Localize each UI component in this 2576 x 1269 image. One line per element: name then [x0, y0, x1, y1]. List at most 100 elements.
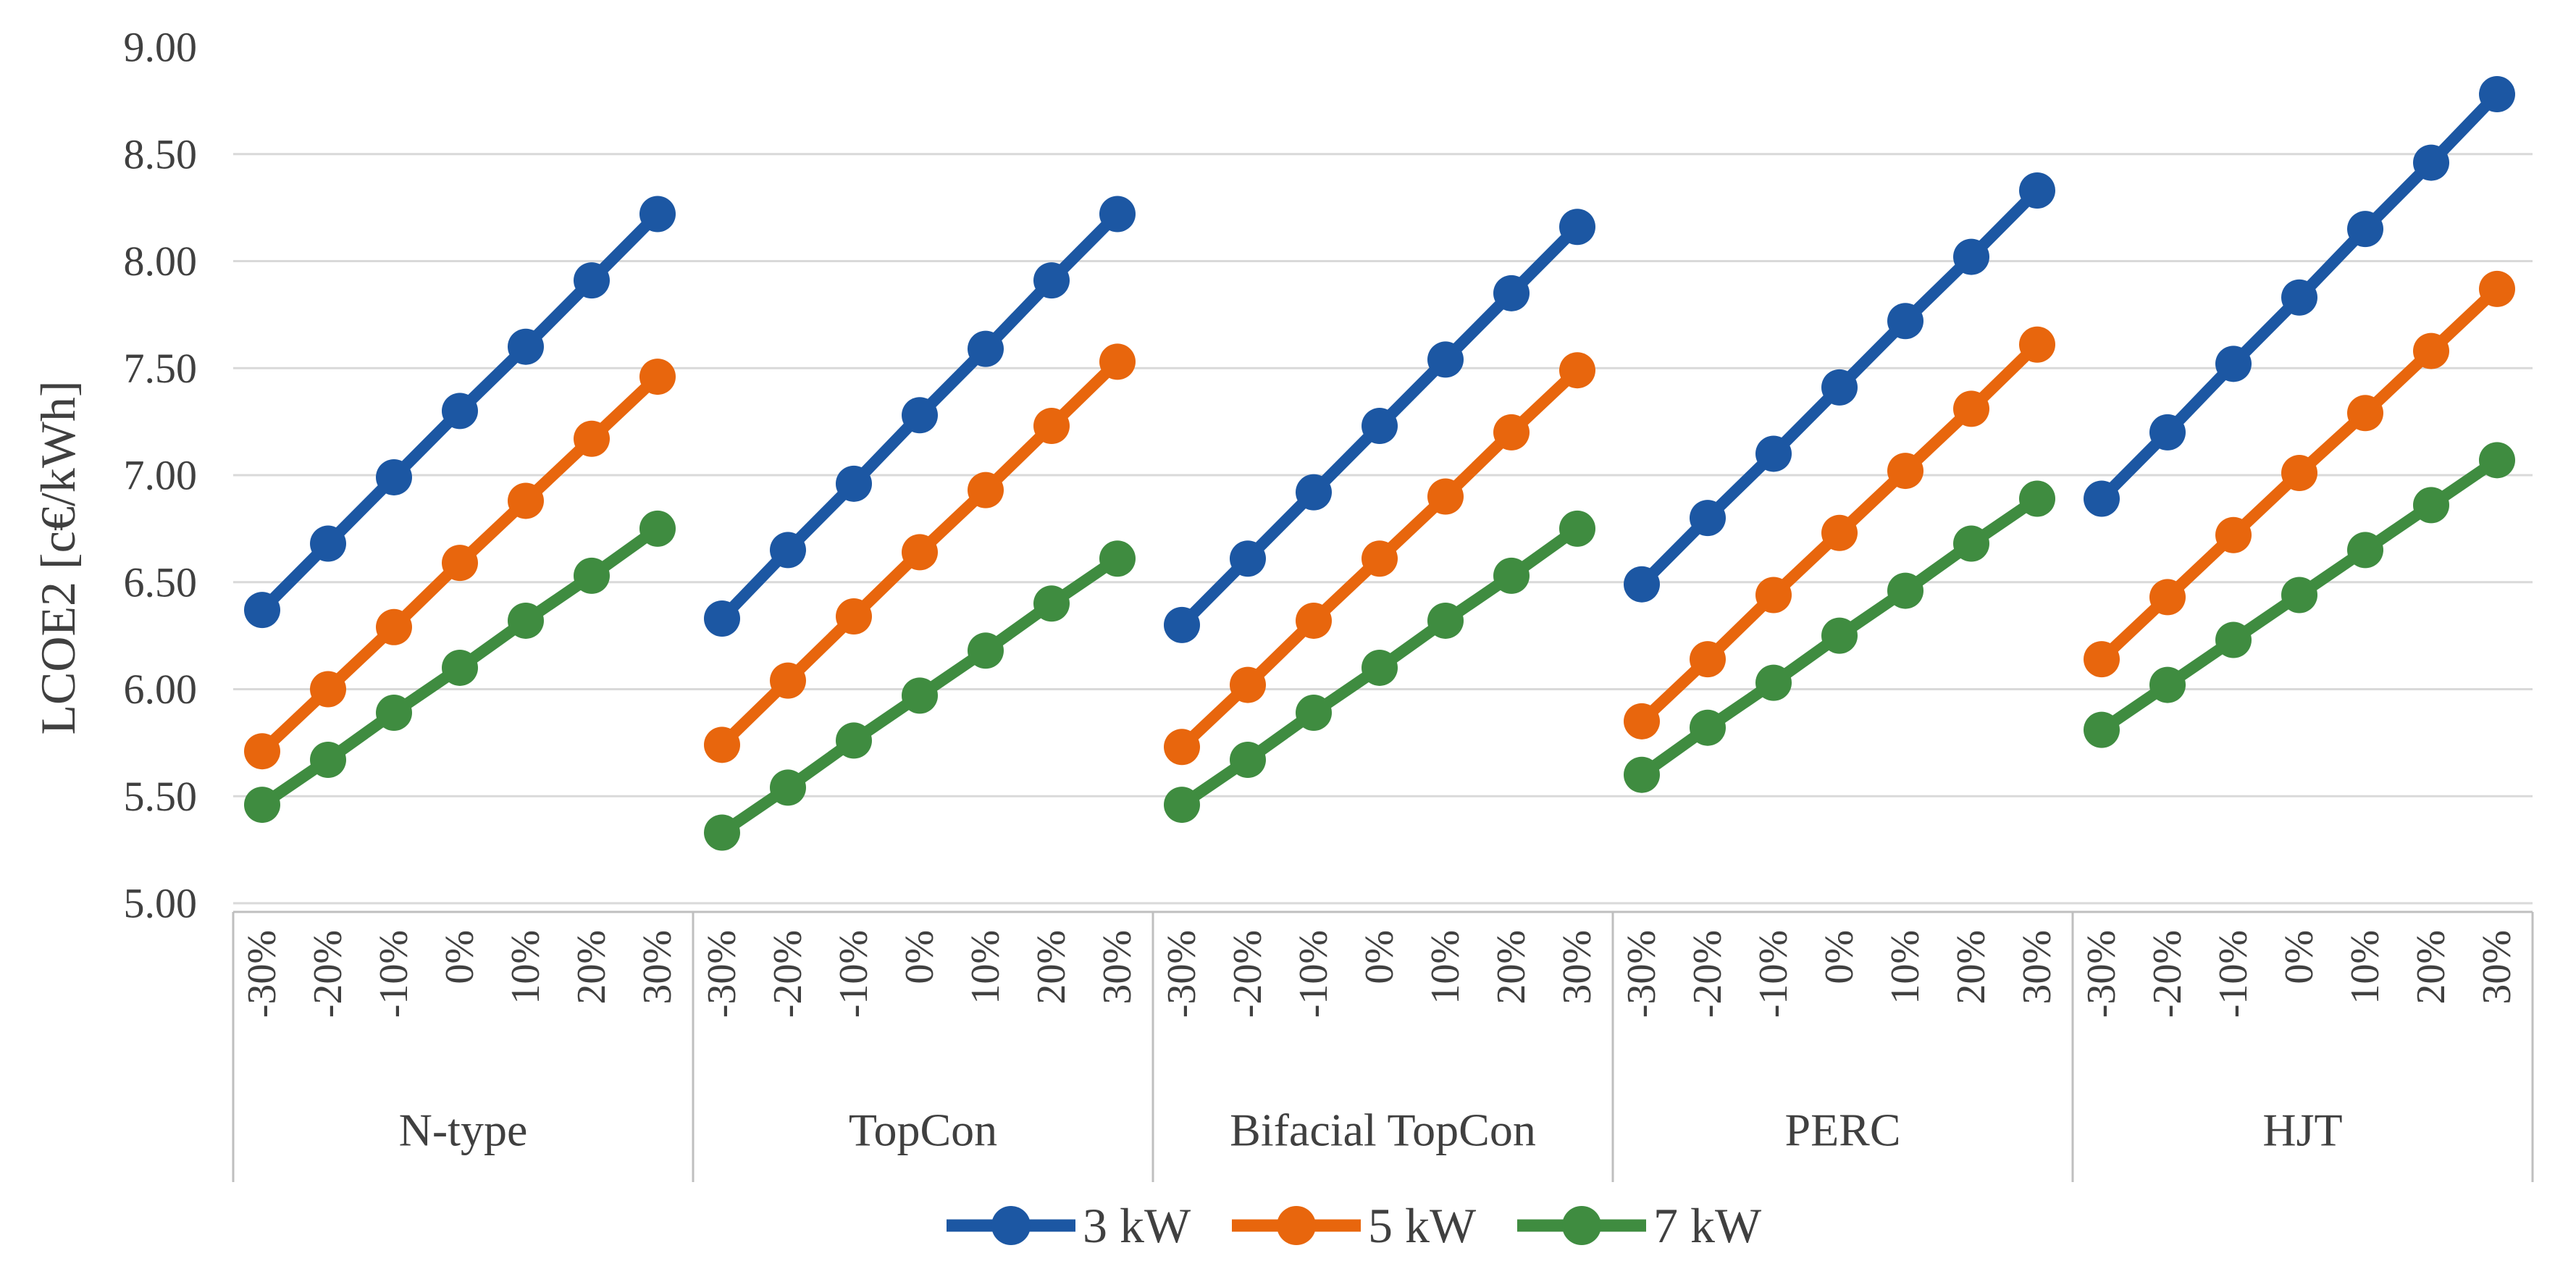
data-point-marker [902, 534, 938, 571]
x-tick-label: -30% [1619, 930, 1664, 1018]
x-axis [232, 910, 2534, 1182]
panel-label-hjt: HJT [2262, 1105, 2342, 1156]
y-tick-label: 7.50 [124, 345, 198, 392]
y-tick-label: 7.00 [124, 452, 198, 499]
data-point-marker [2479, 442, 2515, 479]
data-point-marker [574, 262, 610, 299]
data-point-marker [2281, 279, 2317, 316]
data-point-marker [1953, 238, 1989, 275]
data-point-marker [2149, 414, 2186, 451]
legend: 3 kW 5 kW 7 kW [947, 1198, 1762, 1253]
data-point-marker [442, 393, 478, 430]
data-point-marker [1493, 275, 1530, 311]
data-point-marker [704, 600, 740, 637]
data-point-marker [1690, 709, 1726, 746]
data-point-marker [1296, 602, 1332, 639]
data-point-marker [244, 787, 280, 824]
data-point-marker [376, 608, 412, 645]
legend-label: 3 kW [1083, 1198, 1191, 1253]
data-point-marker [1559, 510, 1595, 547]
x-tick-label: 10% [963, 930, 1008, 1005]
x-tick-label: 30% [2475, 930, 2520, 1005]
y-tick-label: 9.00 [124, 24, 198, 71]
data-point-marker [574, 557, 610, 594]
x-tick-label: -20% [2145, 930, 2190, 1018]
y-tick-label: 5.50 [124, 773, 198, 820]
data-point-marker [2413, 332, 2449, 369]
legend-item-5-kw: 5 kW [1232, 1198, 1477, 1253]
data-point-marker [1690, 641, 1726, 678]
x-tick-label: -10% [1751, 930, 1796, 1018]
x-tick-label: -20% [765, 930, 810, 1018]
x-tick-label: 0% [437, 930, 482, 984]
x-tick-label: 10% [2343, 930, 2388, 1005]
data-point-marker [1230, 666, 1266, 703]
data-point-marker [1033, 408, 1070, 445]
x-tick-label: 0% [1357, 930, 1402, 984]
data-point-marker [376, 458, 412, 495]
data-point-marker [770, 532, 806, 569]
x-tick-label: -30% [1159, 930, 1204, 1018]
legend-marker-icon [1562, 1206, 1601, 1245]
data-point-marker [508, 602, 544, 639]
data-point-marker [1493, 414, 1530, 451]
x-tick-label: -30% [700, 930, 744, 1018]
data-point-marker [1362, 408, 1398, 445]
x-tick-label: -10% [372, 930, 416, 1018]
data-point-marker [2347, 395, 2383, 432]
data-point-marker [508, 328, 544, 365]
data-point-marker [1099, 540, 1136, 577]
x-tick-label: 0% [1817, 930, 1862, 984]
data-point-marker [310, 742, 346, 779]
data-point-marker [1427, 341, 1464, 378]
x-tick-label: 0% [2277, 930, 2322, 984]
data-point-marker [968, 330, 1004, 367]
y-axis-title: LCOE2 [c€/kWh] [30, 380, 85, 734]
data-point-marker [1493, 557, 1530, 594]
data-point-marker [770, 662, 806, 699]
data-point-marker [2479, 270, 2515, 307]
x-tick-label: 30% [1555, 930, 1600, 1005]
x-tick-label: 0% [897, 930, 942, 984]
x-tick-label: 20% [1949, 930, 1994, 1005]
x-tick-label: -10% [1291, 930, 1336, 1018]
data-point-marker [968, 472, 1004, 508]
data-point-marker [1559, 209, 1595, 246]
data-point-marker [2084, 711, 2120, 748]
y-tick-label: 8.00 [124, 238, 198, 285]
panel-label-n-type: N-type [399, 1105, 528, 1156]
data-point-marker [1887, 572, 1923, 609]
x-tick-label: 20% [2409, 930, 2454, 1005]
legend-marker-icon [1277, 1206, 1316, 1245]
data-point-marker [1887, 303, 1923, 340]
y-tick-label: 6.00 [124, 666, 198, 713]
y-axis-tick-labels: 5.00 5.50 6.00 6.50 7.00 7.50 8.00 8.50 9.00 [124, 24, 198, 927]
data-point-marker [244, 733, 280, 770]
data-point-marker [2413, 144, 2449, 181]
x-tick-label: 30% [2015, 930, 2060, 1005]
data-point-marker [2347, 532, 2383, 569]
data-point-marker [1690, 500, 1726, 537]
data-point-marker [2479, 76, 2515, 113]
x-tick-label: -10% [2211, 930, 2256, 1018]
data-point-marker [2149, 666, 2186, 703]
data-point-marker [836, 722, 872, 759]
x-tick-label: 20% [1029, 930, 1074, 1005]
data-point-marker [639, 510, 676, 547]
data-point-marker [968, 632, 1004, 669]
data-point-marker [1821, 617, 1858, 654]
data-point-marker [836, 465, 872, 502]
x-tick-label: -20% [1685, 930, 1730, 1018]
data-point-marker [1887, 453, 1923, 490]
data-point-marker [704, 726, 740, 763]
data-point-marker [310, 525, 346, 562]
series-3-kw [244, 76, 2515, 643]
data-point-marker [2347, 211, 2383, 248]
x-tick-label: 30% [1095, 930, 1140, 1005]
y-tick-label: 5.00 [124, 880, 198, 927]
y-tick-label: 6.50 [124, 558, 198, 606]
x-tick-label: -20% [1225, 930, 1270, 1018]
data-point-marker [1624, 566, 1660, 603]
